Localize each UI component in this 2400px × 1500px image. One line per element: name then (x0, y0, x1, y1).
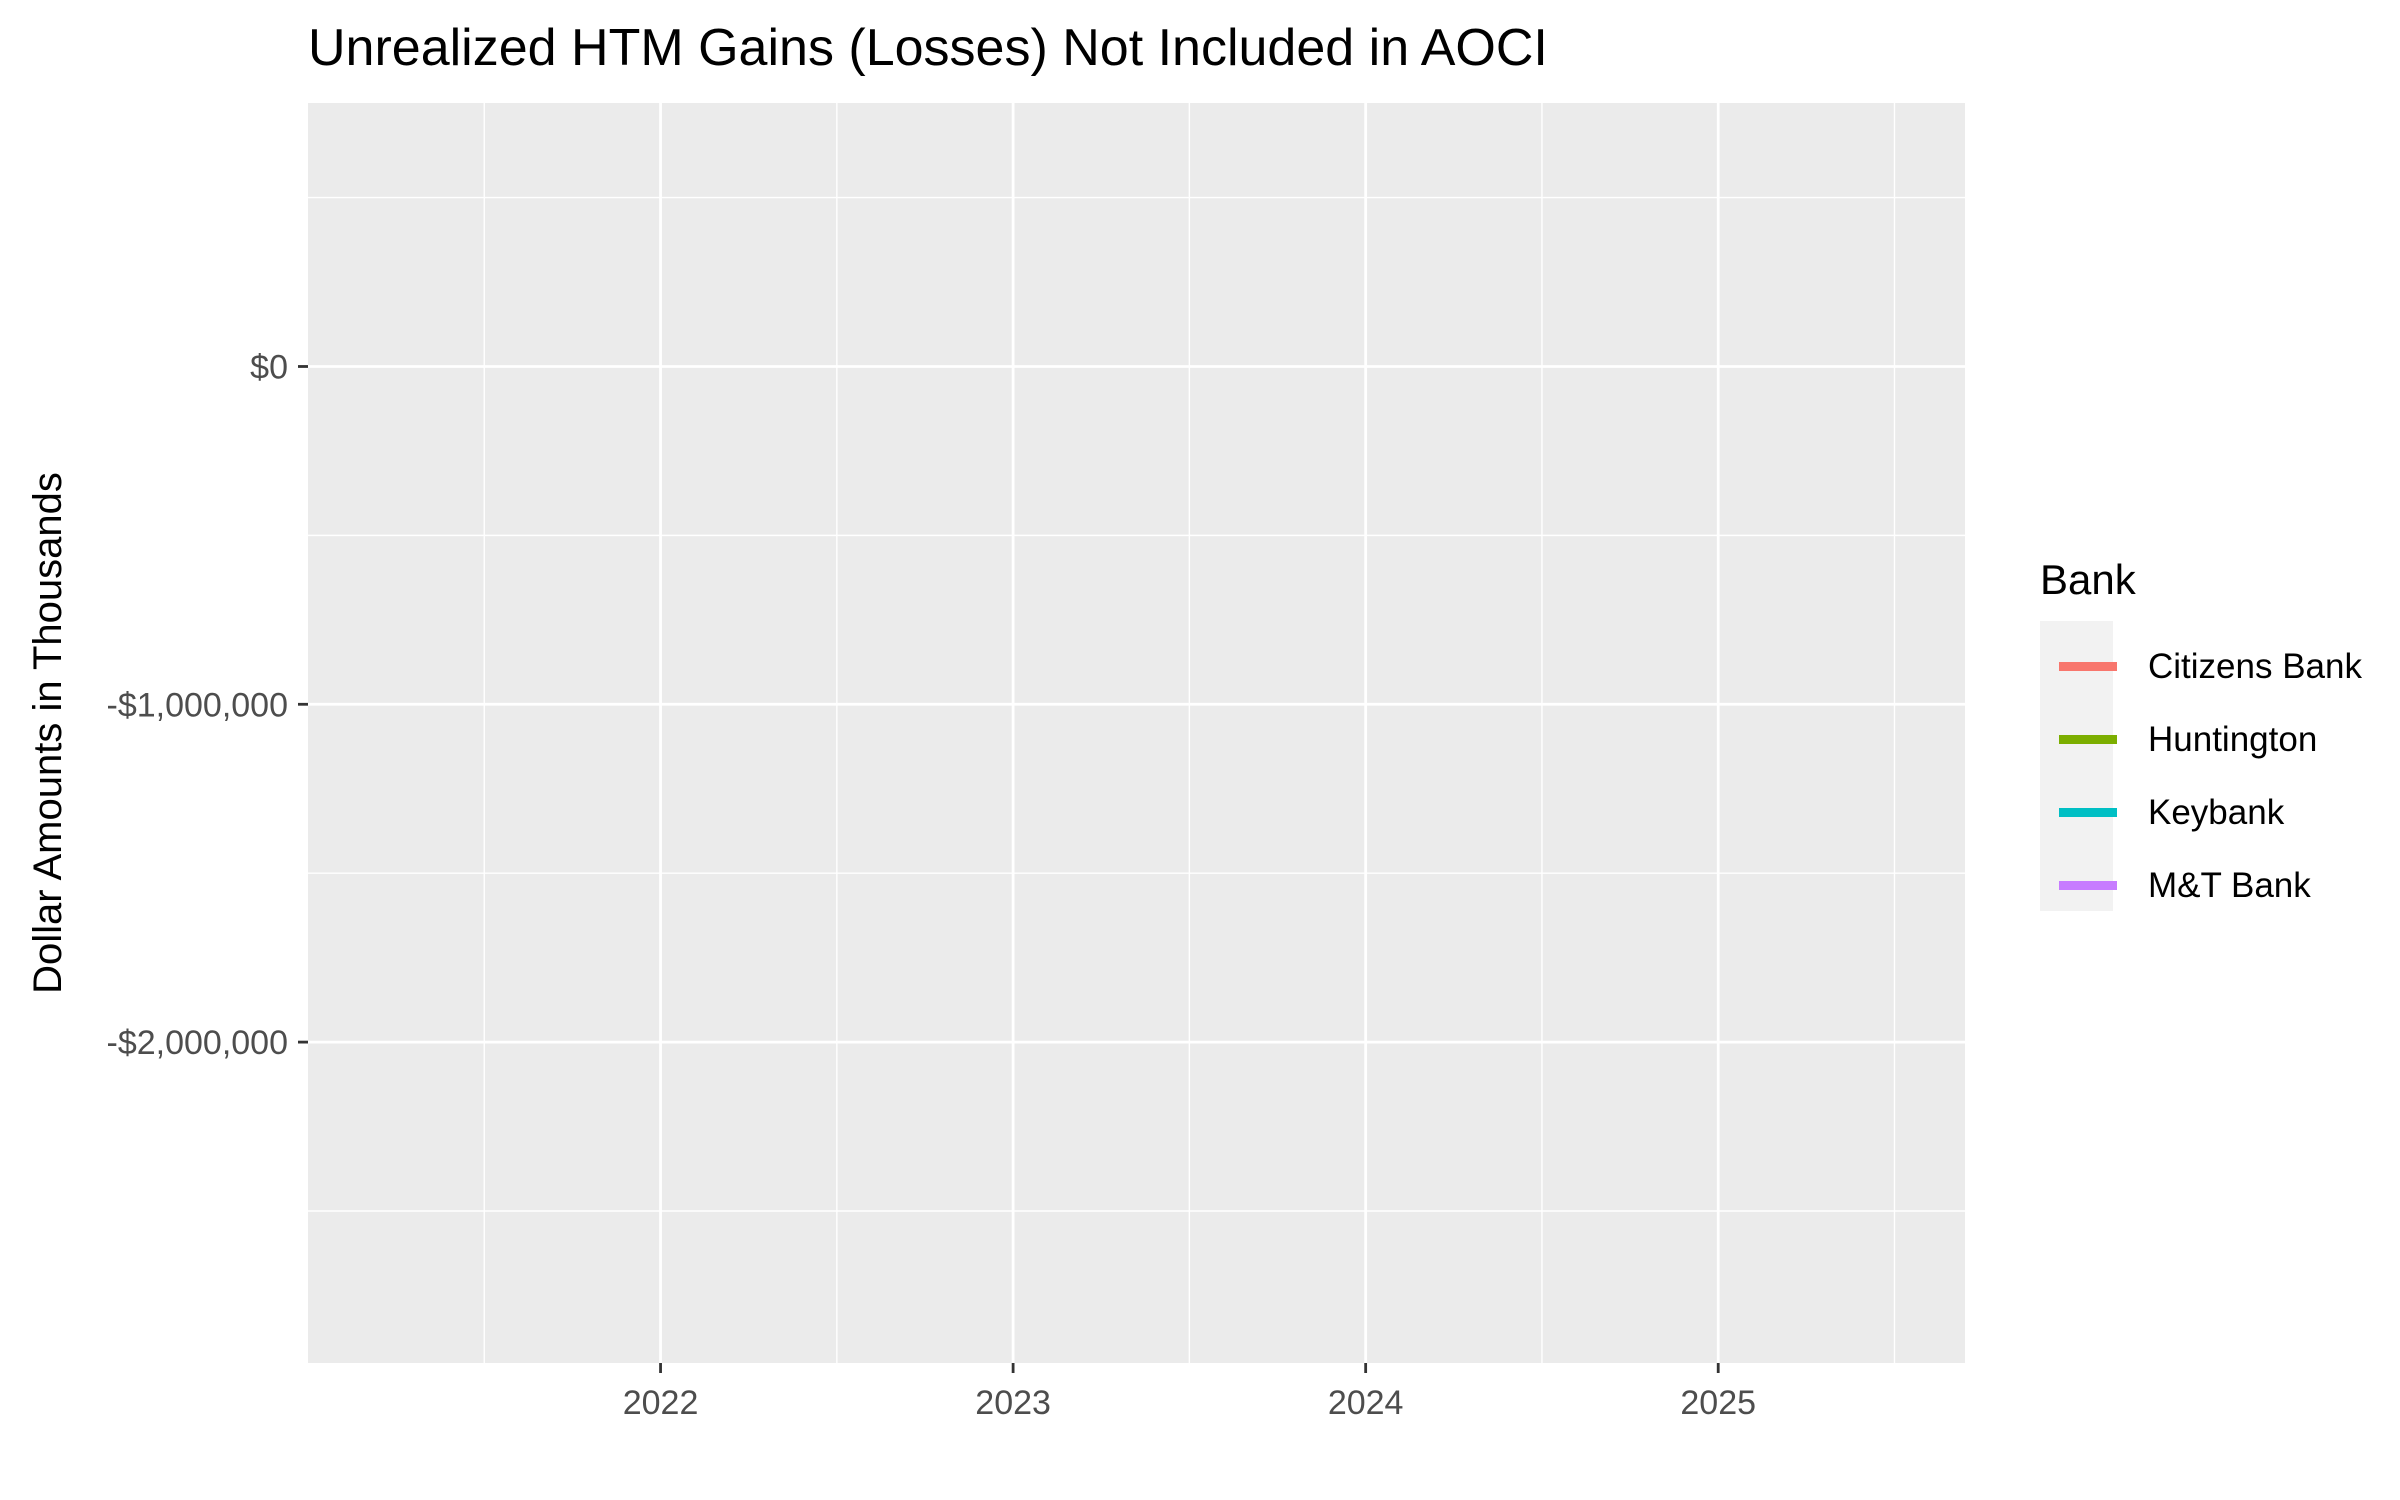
legend-key (2059, 881, 2117, 890)
legend: Bank Citizens Bank Huntington Keybank M&T B… (2040, 556, 2362, 911)
legend-label: Keybank (2148, 793, 2285, 832)
chart-title: Unrealized HTM Gains (Losses) Not Includ… (308, 19, 1548, 77)
legend-label: Huntington (2148, 720, 2317, 759)
major-gridlines (308, 103, 1965, 1363)
legend-key (2059, 735, 2117, 744)
x-axis: 2022 2023 2024 2025 (623, 1363, 1756, 1422)
y-axis: $0 -$1,000,000 -$2,000,000 (107, 348, 308, 1062)
y-tick-label: $0 (250, 348, 288, 386)
y-tick-label: -$1,000,000 (107, 686, 289, 724)
legend-label: Citizens Bank (2148, 647, 2362, 686)
x-tick-label: 2025 (1680, 1384, 1756, 1422)
plot-panel (308, 103, 1965, 1363)
x-tick-label: 2023 (975, 1384, 1051, 1422)
legend-label: M&T Bank (2148, 866, 2311, 905)
x-tick-label: 2022 (623, 1384, 699, 1422)
legend-title: Bank (2040, 556, 2137, 603)
legend-key (2059, 662, 2117, 671)
y-tick-label: -$2,000,000 (107, 1024, 289, 1062)
x-tick-label: 2024 (1328, 1384, 1404, 1422)
y-axis-title: Dollar Amounts in Thousands (26, 472, 70, 994)
legend-key (2059, 808, 2117, 817)
minor-gridlines (308, 103, 1965, 1363)
